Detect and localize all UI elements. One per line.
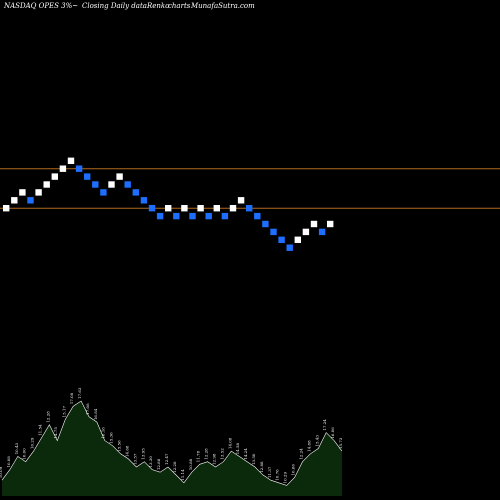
volume-label: 17.08 xyxy=(69,392,74,404)
renko-brick-down xyxy=(148,205,156,212)
volume-label: 13.95 xyxy=(140,448,145,460)
volume-label: 14.68 xyxy=(125,445,130,457)
volume-label: 10.29 xyxy=(283,472,288,484)
volume-label: 11.37 xyxy=(267,466,272,478)
renko-brick-up xyxy=(310,220,318,228)
renko-brick-down xyxy=(100,189,107,196)
volume-label: 16.16 xyxy=(101,427,106,439)
chart-suffix: charts xyxy=(168,2,191,10)
chart-title: NASDAQ OPES 3%~ xyxy=(3,2,78,10)
volume-label: 10.76 xyxy=(275,469,280,481)
renko-brick-up xyxy=(302,228,310,236)
chart-type-name: Renko xyxy=(146,2,169,10)
volume-outline xyxy=(1,400,343,486)
volume-label: 12.98 xyxy=(211,453,216,465)
renko-brick-up xyxy=(165,205,172,212)
renko-brick-down xyxy=(84,173,91,180)
chart-header: NASDAQ OPES 3%~ Closing Daily data Renko… xyxy=(3,2,255,10)
renko-brick-down xyxy=(173,212,180,220)
renko-brick-up xyxy=(237,197,245,204)
volume-label: 14.75 xyxy=(53,427,58,439)
volume-label: 13.52 xyxy=(219,448,224,460)
volume-label: 12.28 xyxy=(172,461,177,473)
volume-label: 12.28 xyxy=(204,448,209,460)
renko-brick-down xyxy=(270,228,277,236)
renko-brick-up xyxy=(327,220,334,228)
volume-label: 12.28 xyxy=(45,411,50,423)
renko-brick-down xyxy=(246,205,253,212)
renko-brick-up xyxy=(35,189,42,196)
renko-brick-up xyxy=(197,205,204,212)
renko-brick-up xyxy=(11,197,18,204)
renko-brick-down xyxy=(278,236,285,243)
renko-brick-up xyxy=(59,165,67,172)
volume-area xyxy=(1,400,343,496)
volume-label: 15.43 xyxy=(314,435,319,447)
renko-brick-up xyxy=(3,205,10,212)
renko-brick-down xyxy=(286,244,293,251)
volume-label: 15.17 xyxy=(61,406,66,418)
volume-label: 13.57 xyxy=(132,453,137,465)
renko-brick-up xyxy=(43,181,50,188)
volume-label: 17.08 xyxy=(85,403,90,415)
volume-label: 12.47 xyxy=(164,453,169,465)
renko-brick-up xyxy=(213,205,220,212)
volume-label: 15.56 xyxy=(117,440,122,452)
renko-brick-down xyxy=(140,197,148,204)
level-lines xyxy=(0,168,500,209)
volume-label: 10.00 xyxy=(22,448,27,460)
renko-brick-down xyxy=(75,165,83,172)
volume-label: 12.88 xyxy=(259,461,264,473)
volume-label: 14.08 xyxy=(227,437,232,449)
volume-label: 14.24 xyxy=(243,448,248,460)
renko-brick-down xyxy=(27,197,34,204)
volume-label: 12.88 xyxy=(156,458,161,470)
renko-brick-up xyxy=(181,205,188,212)
volume-label: 11.14 xyxy=(180,469,185,481)
renko-brick-down xyxy=(189,212,196,220)
volume-label: 10.09 xyxy=(0,466,3,478)
renko-bricks xyxy=(3,157,334,251)
volume-fill xyxy=(2,401,342,496)
volume-label: 11.78 xyxy=(196,450,201,462)
renko-brick-up xyxy=(51,173,58,180)
volume-label: 16.06 xyxy=(330,427,335,439)
volume-label: 13.30 xyxy=(148,456,153,468)
renko-brick-up xyxy=(294,236,301,243)
volume-label: 17.24 xyxy=(322,419,327,431)
renko-brick-up xyxy=(19,189,26,196)
renko-brick-up xyxy=(67,157,75,164)
volume-label: 10.08 xyxy=(6,456,11,468)
volume-label: 16.84 xyxy=(93,408,98,420)
renko-brick-down xyxy=(124,181,131,188)
chart-subtitle: Closing Daily data xyxy=(82,2,147,10)
volume-label: 15.73 xyxy=(338,437,343,449)
renko-brick-down xyxy=(221,212,229,220)
volume-label: 10.43 xyxy=(14,442,19,454)
renko-brick-down xyxy=(132,189,139,196)
volume-label: 11.54 xyxy=(38,424,43,436)
volume-label: 10.66 xyxy=(291,464,296,476)
volume-label: 14.88 xyxy=(306,440,311,452)
renko-brick-up xyxy=(116,173,123,180)
renko-brick-down xyxy=(205,212,212,220)
renko-brick-down xyxy=(254,212,261,220)
renko-brick-down xyxy=(156,212,164,220)
renko-brick-up xyxy=(229,205,237,212)
renko-brick-up xyxy=(108,181,115,188)
volume-label: 10.29 xyxy=(30,437,35,449)
volume-label: 14.58 xyxy=(235,442,240,454)
renko-brick-down xyxy=(92,181,99,188)
volume-label: 17.63 xyxy=(77,387,82,399)
volume-label: 10.88 xyxy=(188,458,193,470)
renko-brick-down xyxy=(262,220,269,228)
volume-label: 12.24 xyxy=(298,448,303,460)
volume-label: 13.50 xyxy=(251,453,256,465)
renko-brick-down xyxy=(318,228,326,236)
volume-label: 15.36 xyxy=(109,432,114,444)
watermark: MunafaSutra.com xyxy=(190,2,255,10)
